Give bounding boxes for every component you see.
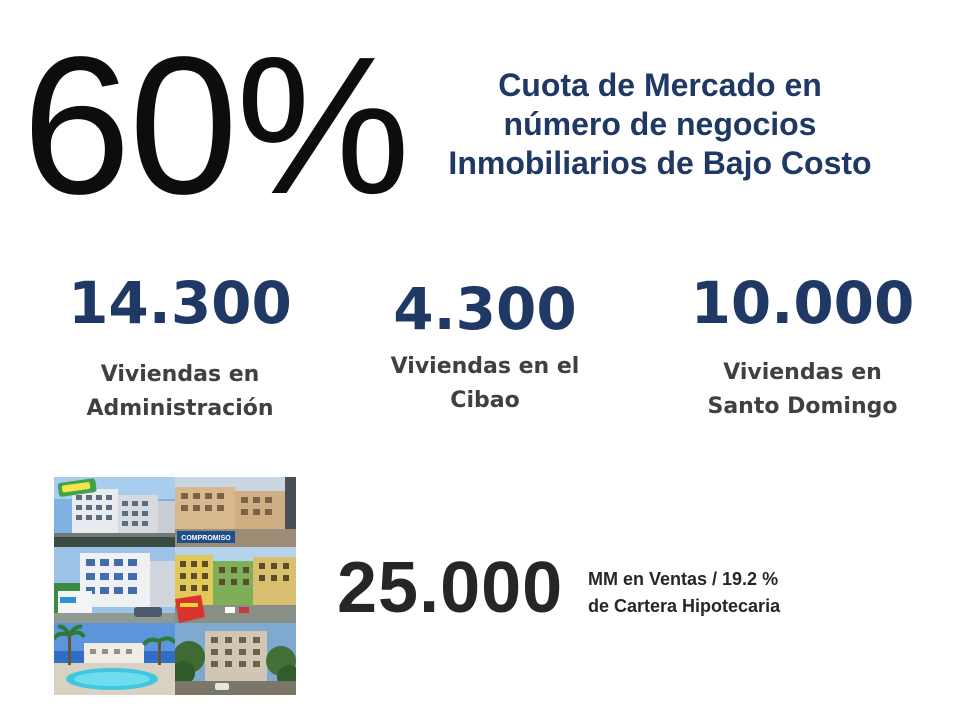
stat-label-line: Viviendas en — [723, 360, 882, 385]
stat-label-line: Santo Domingo — [707, 394, 898, 419]
market-share-caption-line: Inmobiliarios de Bajo Costo — [448, 145, 872, 181]
stat-label-line: Viviendas en el — [390, 354, 580, 379]
sales-caption: MM en Ventas / 19.2 % de Cartera Hipotec… — [588, 566, 780, 620]
stat-label-line: Cibao — [450, 388, 520, 413]
stat-label-line: Viviendas en — [100, 362, 260, 387]
market-share-caption-line: número de negocios — [503, 106, 817, 142]
photo-colorful-buildings — [175, 547, 296, 623]
photo-swimming-pool — [54, 623, 175, 695]
stat-administered-homes: 14.300 Viviendas en Administración — [40, 270, 320, 426]
housing-photo-collage: COMPROMISO — [54, 477, 296, 695]
market-share-caption: Cuota de Mercado en número de negocios I… — [400, 66, 920, 183]
stat-cibao-homes: 4.300 Viviendas en el Cibao — [355, 276, 615, 418]
stat-label: Viviendas en el Cibao — [355, 350, 615, 418]
banner-caption: COMPROMISO — [181, 535, 231, 542]
stat-value: 4.300 — [393, 275, 577, 343]
stat-label-line: Administración — [86, 396, 274, 421]
stat-santo-domingo-homes: 10.000 Viviendas en Santo Domingo — [660, 270, 945, 424]
sales-caption-line: MM en Ventas / 19.2 % — [588, 569, 779, 589]
stat-label: Viviendas en Santo Domingo — [660, 356, 945, 424]
photo-construction-site: COMPROMISO — [175, 477, 296, 547]
photo-buildings-with-trees — [175, 623, 296, 695]
stat-label: Viviendas en Administración — [40, 358, 320, 426]
photo-residential-entrance — [54, 547, 175, 623]
market-share-caption-line: Cuota de Mercado en — [498, 67, 822, 103]
sales-value: 25.000 — [337, 548, 564, 628]
market-share-value: 60% — [22, 16, 410, 235]
stat-value: 10.000 — [690, 269, 915, 337]
sales-caption-line: de Cartera Hipotecaria — [588, 596, 781, 616]
photo-apartment-blocks-white — [54, 477, 175, 547]
stat-value: 14.300 — [68, 269, 292, 337]
